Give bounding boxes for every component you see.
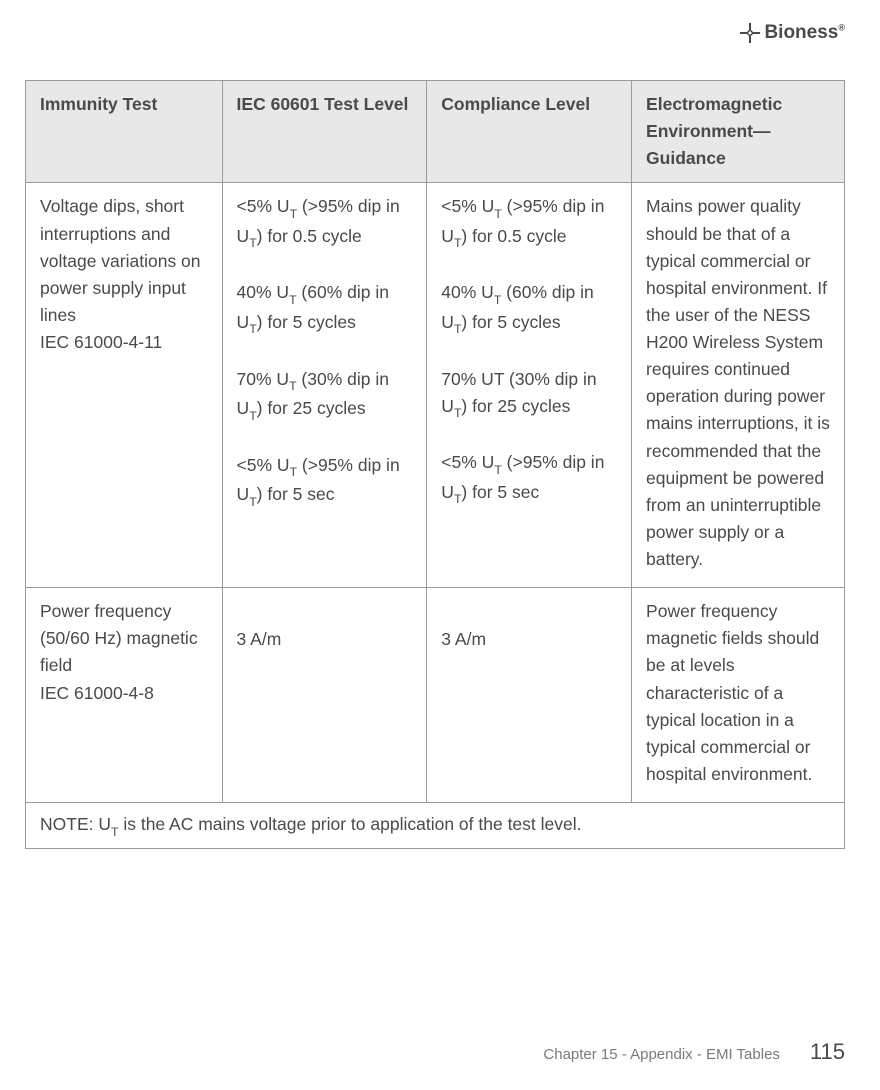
table-note-row: NOTE: UT is the AC mains voltage prior t… bbox=[26, 803, 845, 849]
header-test-level: IEC 60601 Test Level bbox=[222, 81, 427, 183]
footer-chapter-label: Chapter 15 - Appendix - EMI Tables bbox=[543, 1046, 780, 1063]
table-header-row: Immunity Test IEC 60601 Test Level Compl… bbox=[26, 81, 845, 183]
brand-logo: Bioness® bbox=[740, 22, 845, 44]
cell-immunity-test: Power frequency (50/60 Hz) magnetic fiel… bbox=[26, 588, 223, 803]
header-compliance-level: Compliance Level bbox=[427, 81, 632, 183]
cell-test-level: <5% UT (>95% dip in UT) for 0.5 cycle 40… bbox=[222, 183, 427, 588]
cell-test-level: 3 A/m bbox=[222, 588, 427, 803]
cell-guidance: Mains power quality should be that of a … bbox=[632, 183, 845, 588]
logo-text: Bioness® bbox=[764, 22, 845, 44]
page-footer: Chapter 15 - Appendix - EMI Tables 115 bbox=[543, 1039, 845, 1065]
header-immunity-test: Immunity Test bbox=[26, 81, 223, 183]
emi-immunity-table: Immunity Test IEC 60601 Test Level Compl… bbox=[25, 80, 845, 849]
cell-compliance-level: <5% UT (>95% dip in UT) for 0.5 cycle 40… bbox=[427, 183, 632, 588]
cell-immunity-test: Voltage dips, short interruptions and vo… bbox=[26, 183, 223, 588]
cell-compliance-level: 3 A/m bbox=[427, 588, 632, 803]
table-row: Voltage dips, short interruptions and vo… bbox=[26, 183, 845, 588]
logo-mark-icon bbox=[740, 23, 760, 43]
cell-guidance: Power frequency magnetic fields should b… bbox=[632, 588, 845, 803]
cell-note: NOTE: UT is the AC mains voltage prior t… bbox=[26, 803, 845, 849]
footer-page-number: 115 bbox=[810, 1039, 845, 1065]
table-row: Power frequency (50/60 Hz) magnetic fiel… bbox=[26, 588, 845, 803]
header-environment-guidance: Electromagnetic Environment—Guidance bbox=[632, 81, 845, 183]
